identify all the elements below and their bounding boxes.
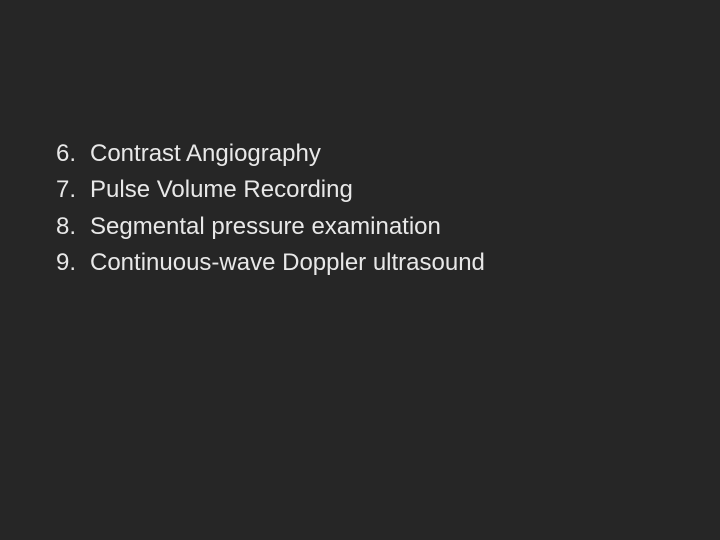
item-number: 8.	[56, 213, 90, 241]
item-number: 9.	[56, 249, 90, 277]
item-text: Pulse Volume Recording	[90, 174, 353, 206]
item-number: 7.	[56, 176, 90, 204]
item-text: Contrast Angiography	[90, 138, 321, 170]
item-text: Segmental pressure examination	[90, 211, 441, 243]
list-item: 9. Continuous-wave Doppler ultrasound	[56, 247, 720, 279]
item-text: Continuous-wave Doppler ultrasound	[90, 247, 485, 279]
list-item: 8. Segmental pressure examination	[56, 211, 720, 243]
item-number: 6.	[56, 140, 90, 168]
list-item: 7. Pulse Volume Recording	[56, 174, 720, 206]
list-item: 6. Contrast Angiography	[56, 138, 720, 170]
slide-container: 6. Contrast Angiography 7. Pulse Volume …	[0, 0, 720, 540]
